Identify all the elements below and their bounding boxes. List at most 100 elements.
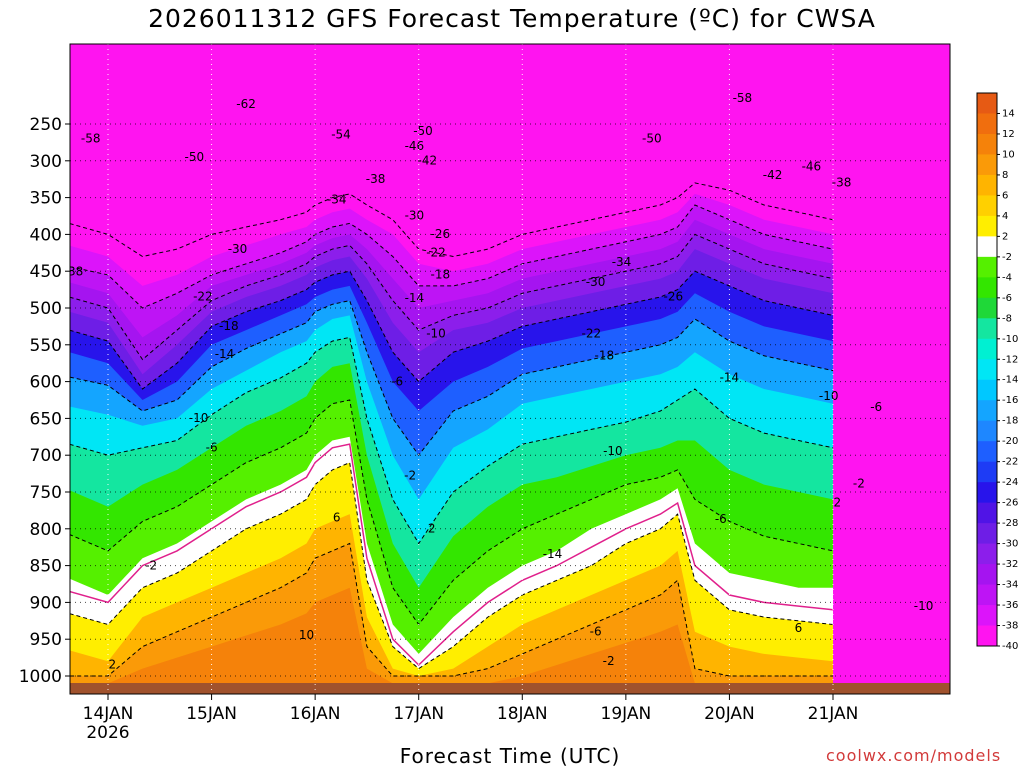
x-tick-label: 19JAN <box>601 704 652 724</box>
contour-label: -18 <box>430 268 450 282</box>
colorbar-label: 6 <box>1002 190 1008 201</box>
x-tick-label: 18JAN <box>497 704 548 724</box>
contour-label: -6 <box>391 374 403 388</box>
contour-label: -34 <box>612 255 632 269</box>
colorbar-label: -26 <box>1002 498 1018 509</box>
y-axis: 250 300 350 400 450 500 550 600 650 700 750 800 850 9… <box>19 115 70 687</box>
colorbar-label: -4 <box>1002 272 1012 283</box>
colorbar-swatch <box>977 174 997 196</box>
colorbar-label: -38 <box>1002 621 1018 632</box>
contour-label: 6 <box>795 621 803 635</box>
colorbar-swatch <box>977 420 997 442</box>
contour-label: -50 <box>413 124 433 138</box>
contour-label: -50 <box>642 131 662 145</box>
y-tick-label: 800 <box>30 520 62 540</box>
contour-label: -10 <box>189 411 209 425</box>
contour-label: -10 <box>603 444 623 458</box>
contour-label: -42 <box>763 168 783 182</box>
y-tick-label: 450 <box>30 262 62 282</box>
contour-label: -22 <box>426 246 446 260</box>
y-tick-label: 400 <box>30 225 62 245</box>
colorbar-label: 14 <box>1002 109 1015 120</box>
contour-label: -2 <box>404 469 416 483</box>
contour-label: -46 <box>405 139 425 153</box>
y-tick-label: 500 <box>30 299 62 319</box>
colorbar-label: -30 <box>1002 539 1018 550</box>
contour-label: -18 <box>219 319 239 333</box>
contour-label: -18 <box>594 349 614 363</box>
colorbar-swatch <box>977 502 997 524</box>
colorbar-swatch <box>977 154 997 176</box>
y-tick-label: 900 <box>30 593 62 613</box>
colorbar-label: -18 <box>1002 416 1018 427</box>
colorbar-label: -40 <box>1002 641 1018 652</box>
colorbar-label: -16 <box>1002 395 1018 406</box>
contour-label: -6 <box>715 512 727 526</box>
colorbar-swatch <box>977 215 997 237</box>
contour-label: -50 <box>184 150 204 164</box>
colorbar-label: -2 <box>1002 252 1012 263</box>
contour-label: -2 <box>603 654 615 668</box>
contour-label: -38 <box>366 172 386 186</box>
x-tick-label: 21JAN <box>808 704 859 724</box>
contour-label: -54 <box>331 128 351 142</box>
contour-label: 2 <box>833 496 841 510</box>
contour-label: -38 <box>832 176 852 190</box>
colorbar-swatch <box>977 584 997 606</box>
x-axis-label: Forecast Time (UTC) <box>399 744 621 768</box>
isotherm-contour <box>70 270 834 390</box>
contour-label: 2 <box>108 658 116 672</box>
colorbar-label: -20 <box>1002 436 1018 447</box>
colorbar-swatch <box>977 318 997 340</box>
colorbar-swatch <box>977 277 997 299</box>
colorbar-swatch <box>977 605 997 627</box>
x-year-label: 2026 <box>86 723 129 743</box>
colorbar-label: 8 <box>1002 170 1008 181</box>
contour-label: -10 <box>914 599 934 613</box>
y-tick-label: 750 <box>30 483 62 503</box>
contour-label: -2 <box>965 636 977 650</box>
colorbar-swatch <box>977 359 997 381</box>
colorbar-swatch <box>977 195 997 217</box>
colorbar-label: 12 <box>1002 129 1015 140</box>
contour-label: -14 <box>720 371 740 385</box>
contour-label: -10 <box>819 389 839 403</box>
y-tick-label: 550 <box>30 336 62 356</box>
colorbar-label: 4 <box>1002 211 1008 222</box>
colorbar-label: -22 <box>1002 457 1018 468</box>
ground <box>70 683 950 694</box>
colorbar-swatch <box>977 297 997 319</box>
colorbar-swatch <box>977 523 997 545</box>
contour-label: -30 <box>586 275 606 289</box>
y-tick-label: 1000 <box>19 667 62 687</box>
contour-label: -14 <box>405 291 425 305</box>
contour-label: -10 <box>426 326 446 340</box>
colorbar-label: -14 <box>1002 375 1018 386</box>
contour-label: -6 <box>590 625 602 639</box>
contour-label: 6 <box>333 510 341 524</box>
colorbar-swatch <box>977 625 997 647</box>
x-tick-label: 17JAN <box>393 704 444 724</box>
chart-title: 2026011312 GFS Forecast Temperature (ºC)… <box>148 4 876 33</box>
isotherm-contour <box>70 542 833 677</box>
contour-label: 10 <box>299 628 314 642</box>
colorbar-swatch <box>977 93 997 114</box>
colorbar-label: -12 <box>1002 354 1018 365</box>
colorbar-swatch <box>977 256 997 278</box>
x-axis: 14JAN 15JAN 16JAN 17JAN 18JAN 19JAN 20JAN 21JAN… <box>83 694 859 743</box>
colorbar-swatch <box>977 564 997 586</box>
colorbar-label: 10 <box>1002 149 1015 160</box>
contour-label: -30 <box>228 242 248 256</box>
contour-label: -6 <box>206 441 218 455</box>
contour-label: -38 <box>64 265 84 279</box>
contour-label: -30 <box>405 209 425 223</box>
isotherm-contour <box>70 336 834 545</box>
colorbar-swatch <box>977 441 997 463</box>
contour-label: -6 <box>870 400 882 414</box>
colorbar: 14 12 10 8 6 4 2 -2 -4 -6 -8 -10 -12 -14 -16 -18 -20 -22 -… <box>976 92 1018 652</box>
y-tick-label: 300 <box>30 152 62 172</box>
colorbar-label: -8 <box>1002 313 1012 324</box>
y-tick-label: 700 <box>30 446 62 466</box>
contour-label: -14 <box>543 547 563 561</box>
